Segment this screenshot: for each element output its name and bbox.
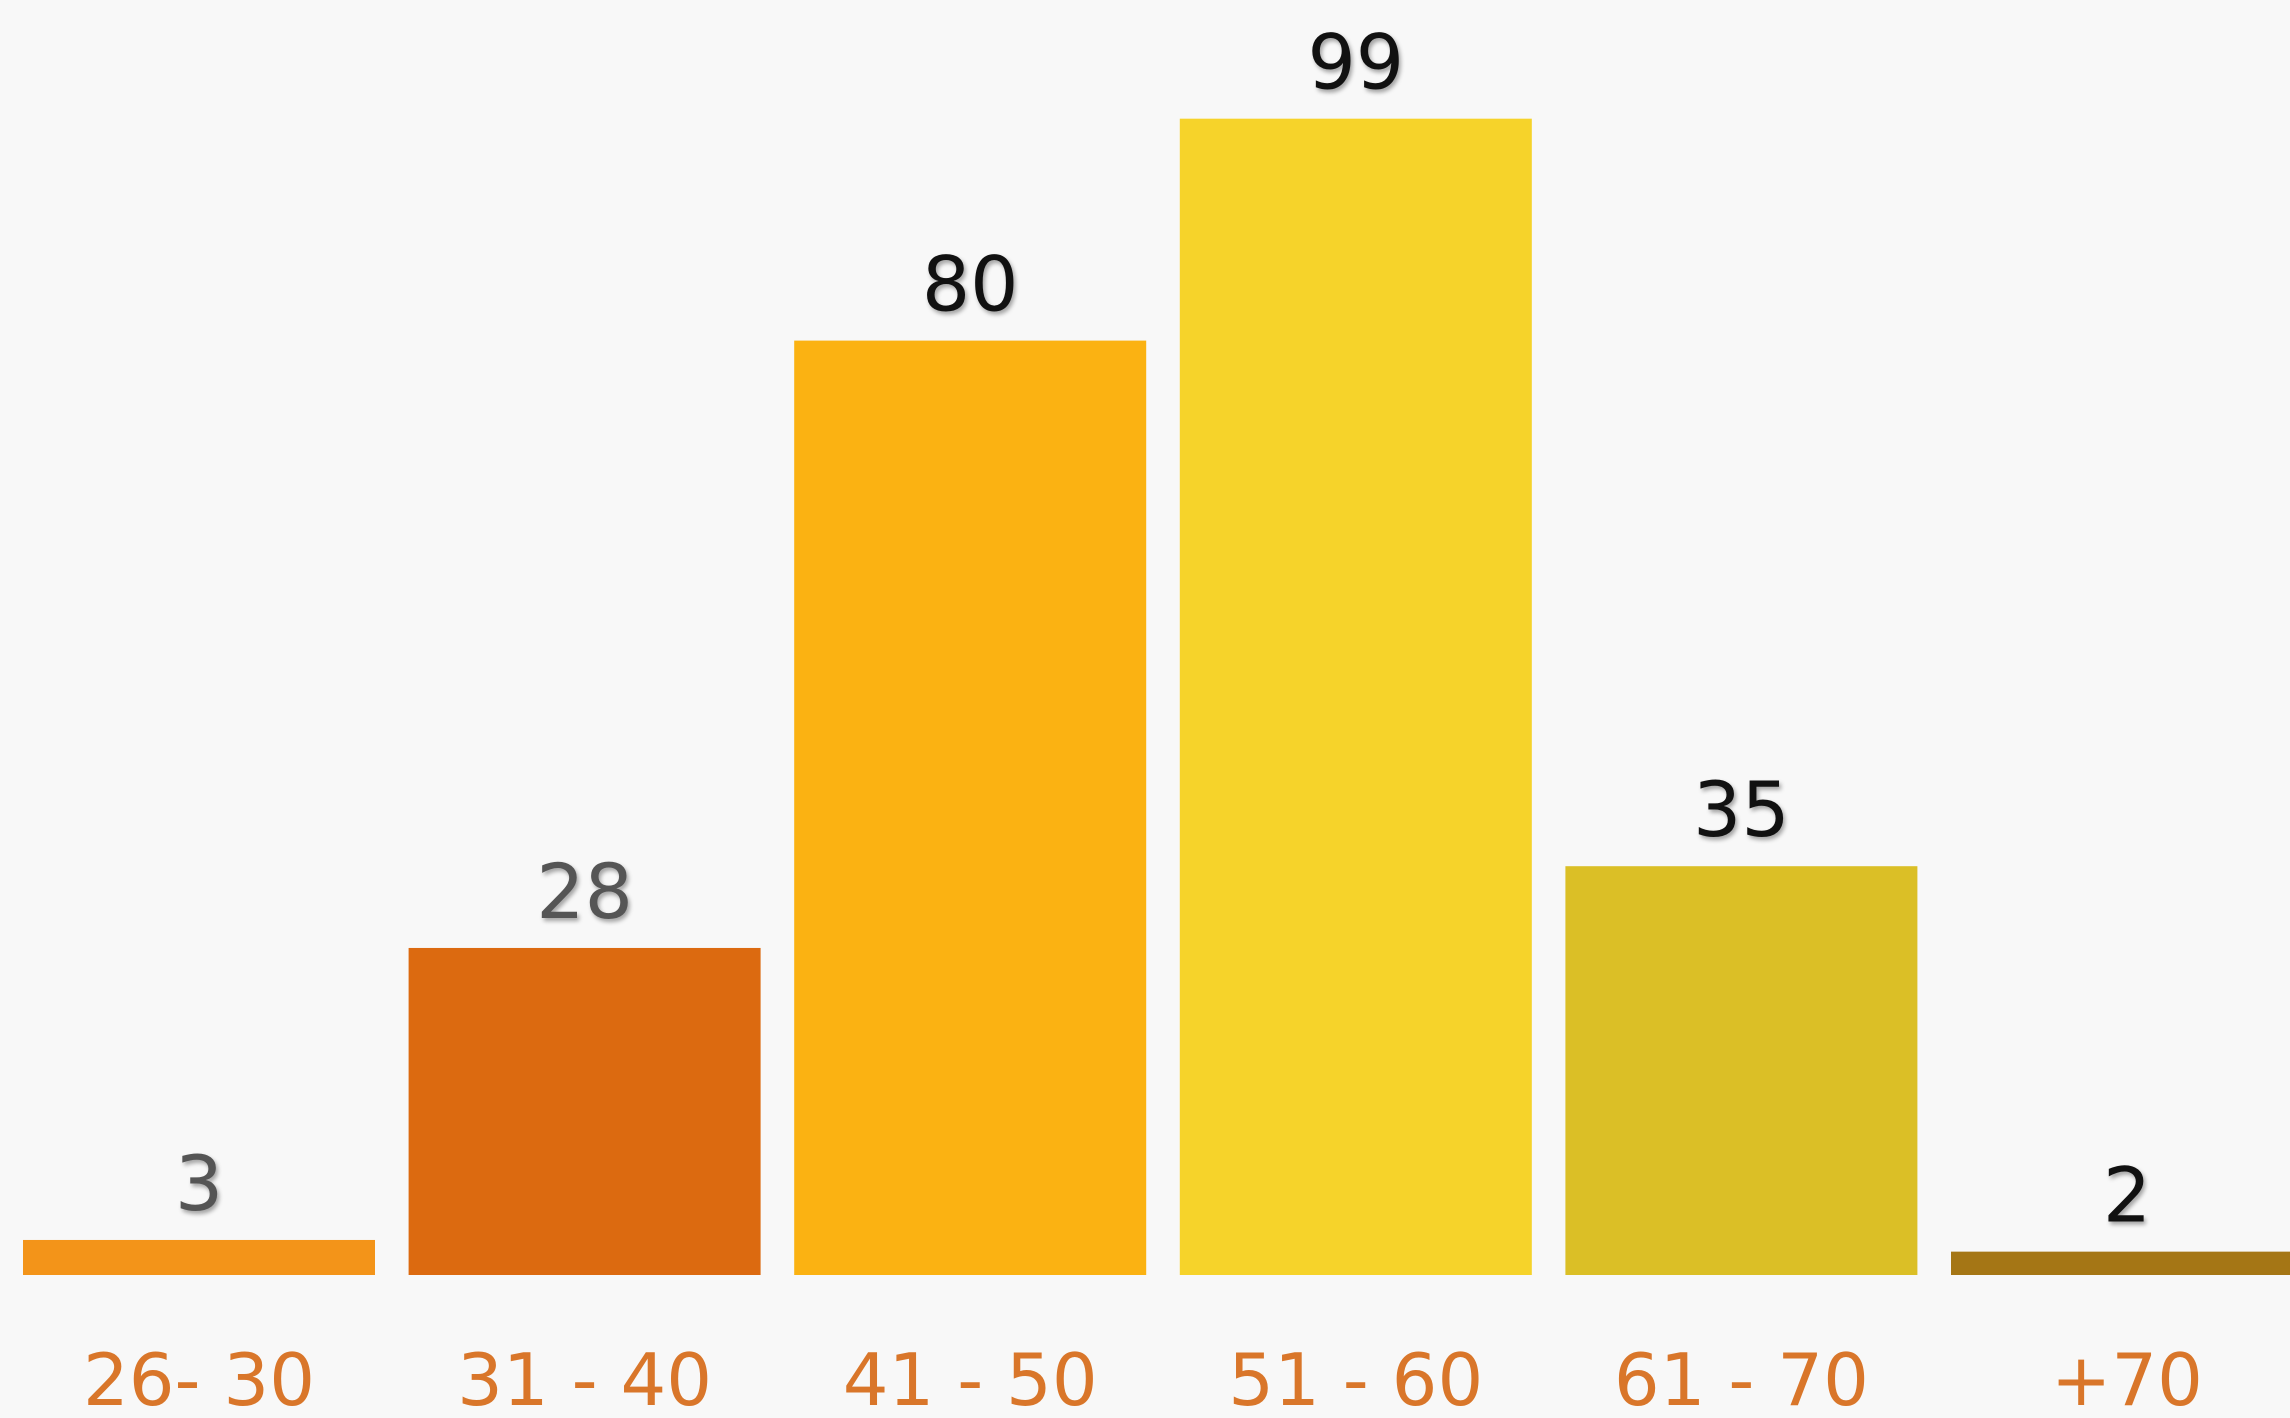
value-label: 28 bbox=[536, 847, 633, 936]
value-label: 3 bbox=[175, 1139, 223, 1228]
value-label: 80 bbox=[922, 240, 1019, 329]
value-label: 2 bbox=[2103, 1151, 2151, 1240]
value-label: 35 bbox=[1693, 765, 1790, 854]
x-tick-label: 31 - 40 bbox=[457, 1338, 712, 1418]
x-tick-label: 51 - 60 bbox=[1228, 1338, 1483, 1418]
bar bbox=[1951, 1251, 2290, 1275]
x-tick-label: +70 bbox=[2051, 1338, 2203, 1418]
bar bbox=[1179, 118, 1532, 1275]
bar bbox=[23, 1239, 375, 1275]
x-tick-label: 61 - 70 bbox=[1614, 1338, 1869, 1418]
value-label: 99 bbox=[1307, 18, 1404, 107]
bar bbox=[794, 340, 1147, 1276]
x-tick-label: 41 - 50 bbox=[843, 1338, 1098, 1418]
bar bbox=[408, 947, 761, 1275]
bar bbox=[1565, 866, 1918, 1275]
x-tick-label: 26- 30 bbox=[83, 1338, 315, 1418]
